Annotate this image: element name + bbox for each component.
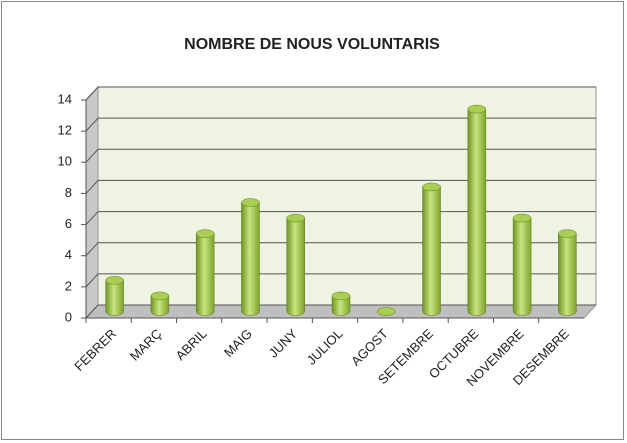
- bar-top: [286, 213, 305, 223]
- grid-line: [85, 86, 596, 101]
- bar-body: [331, 295, 351, 316]
- bar-top: [558, 229, 577, 238]
- bar-body: [150, 295, 170, 316]
- bar: [558, 229, 577, 316]
- bar: [331, 291, 351, 316]
- bar-body: [195, 233, 215, 316]
- chart-title: NOMBRE DE NOUS VOLUNTARIS: [184, 36, 440, 53]
- bar-body: [467, 108, 487, 316]
- bar: [150, 291, 170, 316]
- bar-body: [105, 280, 124, 316]
- bar-top: [512, 213, 532, 223]
- bar-top: [195, 229, 215, 238]
- bar: [241, 198, 260, 316]
- bar: [195, 229, 215, 316]
- grid-line: [85, 179, 596, 194]
- grid-line: [85, 148, 596, 163]
- bar-top: [377, 307, 396, 316]
- bar: [422, 182, 441, 316]
- bar-body: [558, 233, 577, 316]
- bar-top: [331, 291, 351, 301]
- y-tick-label: 4: [65, 247, 72, 262]
- bar-body: [286, 217, 305, 316]
- y-tick-label: 6: [65, 216, 72, 231]
- bar: [377, 307, 396, 316]
- bar: [512, 213, 532, 316]
- bar-top: [241, 198, 260, 207]
- side-wall: [85, 85, 99, 320]
- y-tick-label: 0: [65, 309, 72, 324]
- bar-top: [105, 276, 124, 285]
- y-tick-label: 12: [58, 123, 72, 138]
- bar-top: [422, 182, 441, 192]
- bar: [105, 276, 124, 316]
- bar-top: [467, 104, 487, 114]
- y-tick-label: 8: [65, 185, 72, 200]
- bar-body: [241, 202, 260, 316]
- bar: [467, 104, 487, 316]
- y-tick-label: 2: [65, 278, 72, 293]
- bar-body: [422, 186, 441, 316]
- bar-body: [512, 217, 532, 316]
- grid-line: [85, 117, 596, 132]
- y-tick-label: 10: [58, 154, 72, 169]
- bar: [286, 213, 305, 316]
- bar-top: [150, 291, 170, 301]
- y-tick-label: 14: [58, 91, 72, 106]
